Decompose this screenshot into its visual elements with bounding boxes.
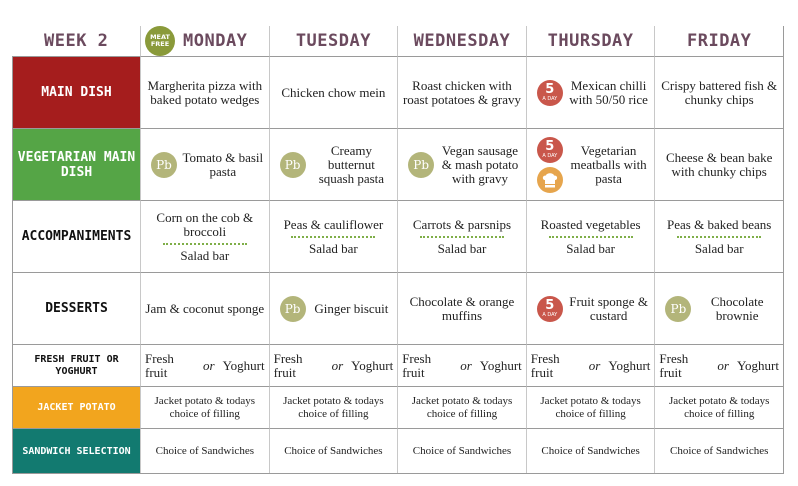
dotted-divider [162,242,247,245]
fruit-text: Fresh fruit [530,350,560,380]
fruit-text: Fresh fruit [402,350,432,380]
row-label-fresh-fruit-or-yoghurt: FRESH FRUIT OR YOGHURT [12,344,140,386]
salad-bar-text: Salad bar [566,240,615,256]
menu-cell: Fresh fruit or Yoghurt [654,344,783,386]
plant-based-icon: Pb [279,295,306,322]
menu-cell: Jacket potato & todays choice of filling [397,386,526,428]
dotted-divider [419,235,504,238]
salad-bar-text: Salad bar [437,240,487,256]
row-label-sandwich-selection: SANDWICH SELECTION [12,428,140,473]
dish-text: Fruit sponge & custard [569,293,648,323]
yoghurt-text: Yoghurt [351,357,394,373]
fruit-text: Fresh fruit [273,350,303,380]
yoghurt-text: Yoghurt [222,357,265,373]
menu-cell: Fresh fruit or Yoghurt [140,344,269,386]
or-text: or [203,357,215,373]
menu-cell: Fresh fruit or Yoghurt [525,344,655,386]
menu-cell: Pb Creamy butternut squash pasta [268,128,398,200]
accompaniment-text: Corn on the cob & broccoli [156,209,254,239]
or-text: or [460,357,472,373]
accompaniment-text: Carrots & parsnips [412,216,512,232]
row-label-jacket-potato: JACKET POTATO [12,386,140,428]
week-title: WEEK 2 [44,31,109,51]
yoghurt-text: Yoghurt [736,357,779,373]
plant-based-icon: Pb [408,151,435,178]
dotted-divider [548,235,633,238]
accompaniment-text: Roasted vegetables [540,216,641,232]
salad-bar-text: Salad bar [309,240,358,256]
day-header-friday: FRIDAY [654,26,783,56]
menu-cell: Jacket potato & todays choice of filling [140,386,269,428]
dish-text: Vegetarian meatballs with pasta [570,142,647,186]
menu-cell: Choice of Sandwiches [654,428,783,473]
dish-text: Ginger biscuit [314,300,389,316]
menu-cell: Pb Tomato & basil pasta [140,128,269,200]
menu-cell: Peas & baked beans Salad bar [654,200,783,272]
or-text: or [331,357,344,373]
menu-cell: Corn on the cob & broccoli Salad bar [140,200,269,272]
dotted-divider [291,235,376,238]
fruit-text: Fresh fruit [145,350,174,380]
day-label: MONDAY [183,31,248,51]
menu-cell: Roast chicken with roast potatoes & grav… [397,56,526,128]
plant-based-icon: Pb [279,151,306,178]
plant-based-icon: Pb [665,295,692,322]
menu-cell: Margherita pizza with baked potato wedge… [140,56,269,128]
plant-based-icon: Pb [151,151,177,178]
menu-cell: Pb Ginger biscuit [268,272,398,344]
dish-text: Creamy butternut squash pasta [318,142,385,186]
dish-text: Mexican chilli with 50/50 rice [569,77,648,107]
day-header-wednesday: WEDNESDAY [397,26,526,56]
menu-cell: Choice of Sandwiches [397,428,526,473]
salad-bar-text: Salad bar [694,240,744,256]
menu-cell: Jam & coconut sponge [140,272,269,344]
meat-free-badge-icon: MEAT FREE [145,26,175,56]
dish-text: Chocolate brownie [710,293,764,323]
day-header-thursday: THURSDAY [525,26,655,56]
menu-cell: Roasted vegetables Salad bar [525,200,655,272]
yoghurt-text: Yoghurt [608,357,651,373]
menu-cell: Jacket potato & todays choice of filling [654,386,783,428]
chef-hat-icon [536,166,563,193]
or-text: or [588,357,601,373]
menu-cell: Pb Vegan sausage & mash potato with grav… [397,128,526,200]
menu-cell: Fresh fruit or Yoghurt [268,344,398,386]
row-label-desserts: DESSERTS [12,272,140,344]
dish-text: Tomato & basil pasta [182,149,264,179]
or-text: or [717,357,729,373]
menu-cell: Peas & cauliflower Salad bar [268,200,398,272]
day-header-tuesday: TUESDAY [268,26,398,56]
menu-cell: Jacket potato & todays choice of filling [525,386,655,428]
lunch-menu-grid: WEEK 2 MEAT FREE MONDAY TUESDAY WEDNESDA… [12,26,784,474]
menu-cell: Pb Chocolate brownie [654,272,783,344]
menu-cell: Crispy battered fish & chunky chips [654,56,783,128]
menu-cell: Choice of Sandwiches [268,428,398,473]
dotted-divider [677,235,762,238]
fruit-text: Fresh fruit [659,350,689,380]
accompaniment-text: Peas & cauliflower [283,216,384,232]
menu-cell: Jacket potato & todays choice of filling [268,386,398,428]
row-label-accompaniments: ACCOMPANIMENTS [12,200,140,272]
row-label-vegetarian-main-dish: VEGETARIAN MAIN DISH [12,128,140,200]
menu-cell: Chicken chow mein [268,56,398,128]
dish-text: Vegan sausage & mash potato with gravy [441,142,519,186]
menu-cell: Choice of Sandwiches [140,428,269,473]
menu-cell: Cheese & bean bake with chunky chips [654,128,783,200]
menu-cell: Choice of Sandwiches [525,428,655,473]
menu-cell: Carrots & parsnips Salad bar [397,200,526,272]
salad-bar-text: Salad bar [180,247,230,263]
accompaniment-text: Peas & baked beans [667,216,772,232]
row-label-main-dish: MAIN DISH [12,56,140,128]
menu-cell: Chocolate & orange muffins [397,272,526,344]
day-header-monday: MEAT FREE MONDAY [140,26,269,56]
menu-cell: Fresh fruit or Yoghurt [397,344,526,386]
yoghurt-text: Yoghurt [479,357,522,373]
